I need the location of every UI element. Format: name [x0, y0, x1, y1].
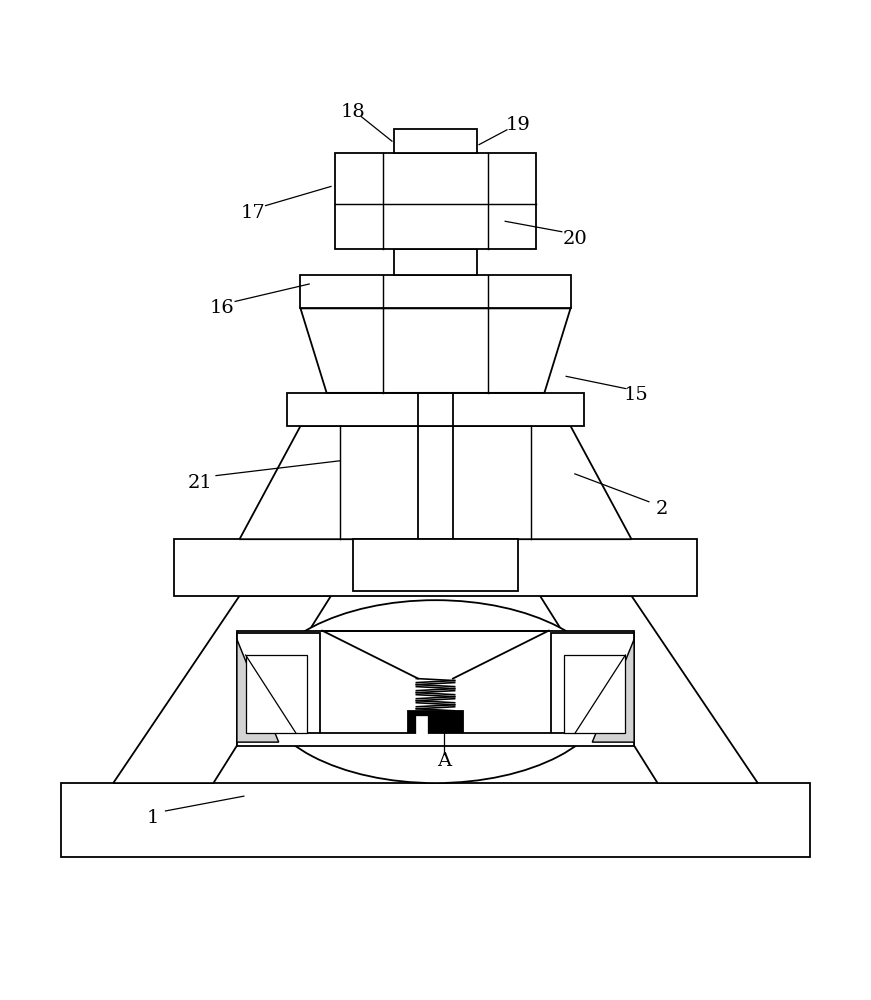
Polygon shape — [113, 596, 331, 783]
Bar — [174, 539, 697, 596]
Text: 1: 1 — [146, 809, 159, 827]
Text: 20: 20 — [563, 230, 587, 248]
Bar — [237, 633, 320, 742]
Text: 16: 16 — [210, 299, 234, 317]
Text: 17: 17 — [240, 204, 265, 222]
Text: 15: 15 — [624, 386, 648, 404]
Bar — [551, 633, 634, 742]
Bar — [353, 539, 518, 591]
Polygon shape — [240, 426, 631, 539]
Bar — [61, 783, 810, 857]
Bar — [408, 711, 463, 742]
Bar — [237, 631, 634, 744]
Bar — [287, 393, 584, 426]
Text: 19: 19 — [506, 116, 530, 134]
Bar — [300, 275, 571, 308]
Text: 21: 21 — [188, 474, 213, 492]
Bar — [564, 655, 625, 733]
Bar — [335, 153, 536, 249]
Bar — [246, 655, 307, 733]
Bar — [394, 129, 477, 153]
Bar — [416, 716, 427, 737]
Bar — [237, 733, 634, 746]
Polygon shape — [592, 639, 634, 742]
Polygon shape — [540, 596, 758, 783]
Text: 2: 2 — [656, 500, 668, 518]
Bar — [394, 249, 477, 275]
Ellipse shape — [261, 600, 610, 783]
Text: A: A — [437, 752, 451, 770]
Text: 18: 18 — [341, 103, 365, 121]
Polygon shape — [237, 639, 279, 742]
Polygon shape — [300, 308, 571, 393]
